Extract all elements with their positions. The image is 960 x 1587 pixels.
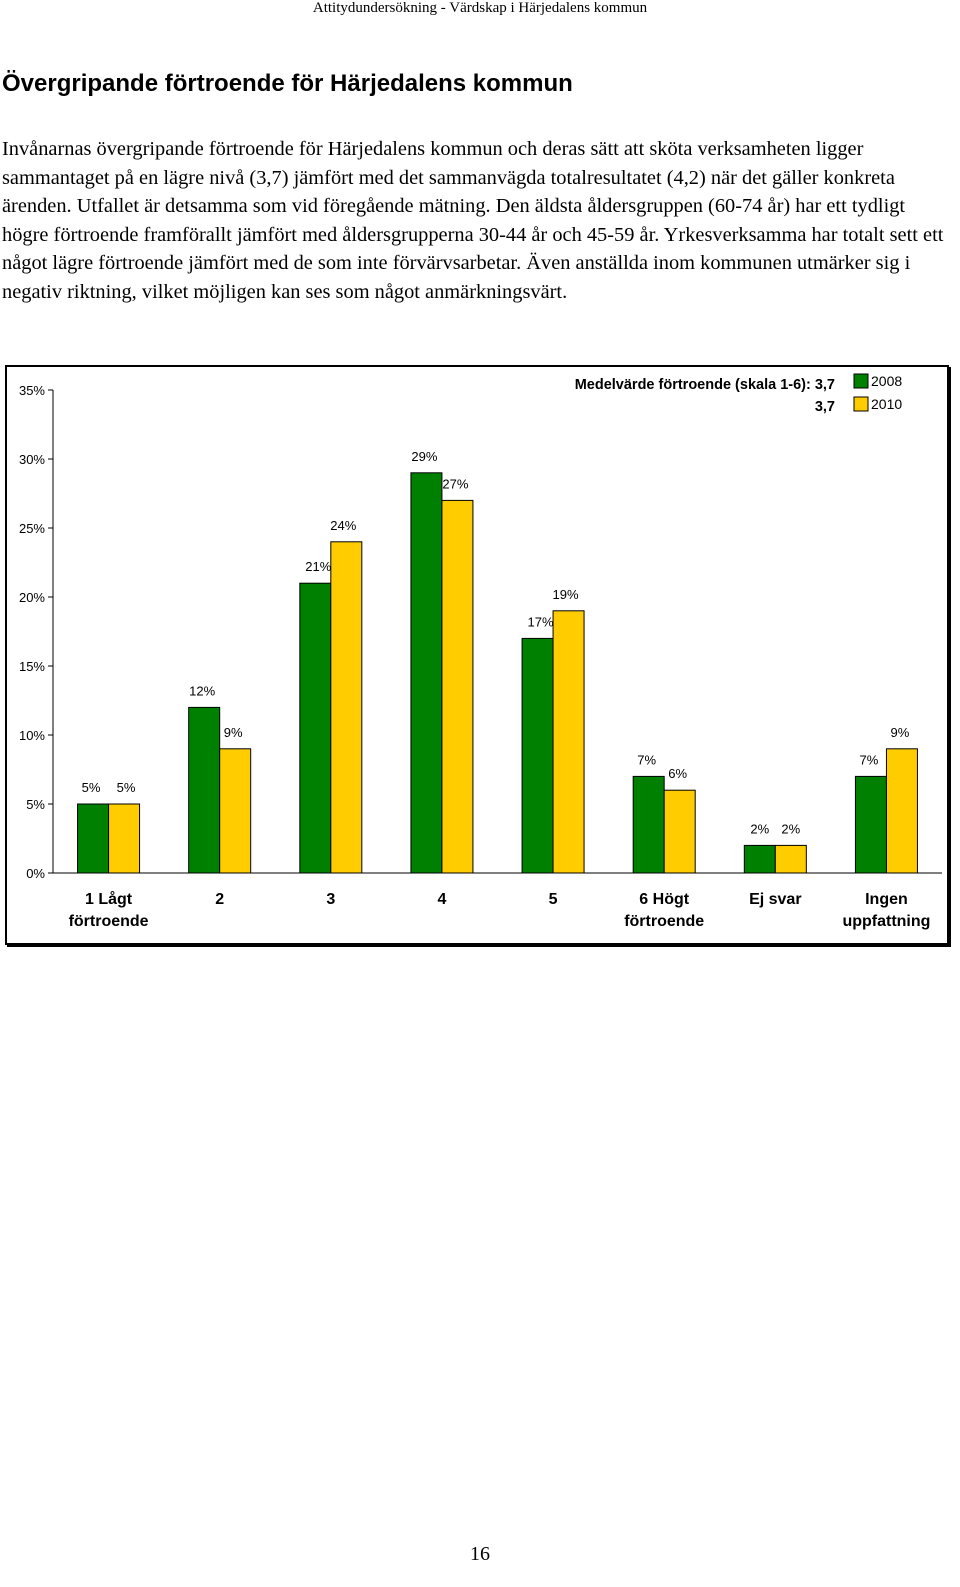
- legend-label-2008: 2008: [871, 373, 902, 389]
- bar-value-label: 6%: [668, 766, 687, 781]
- bar-2008-5: [521, 637, 554, 874]
- bar-2010-4: [441, 499, 474, 874]
- x-tick-label: 2: [215, 891, 224, 908]
- bar-2010-1: [108, 803, 141, 874]
- bar-value-label: 21%: [305, 559, 331, 574]
- bar-2008-1: [77, 803, 110, 874]
- x-tick-label: 3: [326, 891, 335, 908]
- mean-label: Medelvärde förtroende (skala 1-6): 3,7: [575, 377, 835, 393]
- y-tick-label: 10%: [19, 728, 45, 743]
- bar-2010-8: [885, 748, 918, 874]
- bar-value-label: 9%: [891, 725, 910, 740]
- y-tick-label: 30%: [19, 452, 45, 467]
- bar-2010-3: [330, 541, 363, 874]
- bar-2008-3: [299, 582, 332, 874]
- legend-swatch-2010: [853, 396, 869, 412]
- x-tick-label: 5: [549, 891, 558, 908]
- bar-value-label: 9%: [224, 725, 243, 740]
- bar-value-label: 27%: [442, 476, 468, 491]
- page-title: Övergripande förtroende för Härjedalens …: [2, 70, 573, 97]
- bar-2008-4: [410, 472, 443, 874]
- x-tick-label: 1 Lågt: [85, 890, 133, 908]
- bar-value-label: 19%: [553, 587, 579, 602]
- y-tick-label: 25%: [19, 521, 45, 536]
- bar-value-label: 7%: [860, 752, 879, 767]
- bar-value-label: 5%: [82, 780, 101, 795]
- x-tick-label: Ej svar: [749, 891, 801, 908]
- x-tick-label: Ingen: [865, 891, 908, 908]
- bar-value-label: 2%: [750, 821, 769, 836]
- bar-2010-5: [552, 610, 585, 874]
- bars: [77, 472, 918, 874]
- bar-2008-8: [854, 775, 887, 874]
- bar-value-label: 12%: [189, 683, 215, 698]
- y-tick-label: 0%: [26, 866, 45, 881]
- mean-value-2010: 3,7: [815, 399, 835, 415]
- bar-2008-2: [188, 706, 221, 874]
- bar-chart: 0%5%10%15%20%25%30%35% 5% 5%12%9%21%24%29…: [19, 373, 942, 930]
- bar-2008-6: [632, 775, 665, 874]
- bar-2010-2: [219, 748, 252, 874]
- bar-value-label: 29%: [411, 449, 437, 464]
- page-number: 16: [470, 1543, 490, 1565]
- legend-swatch-2008: [853, 373, 869, 389]
- bar-value-label: 2%: [781, 821, 800, 836]
- x-tick-label: förtroende: [624, 913, 704, 930]
- bar-2010-7: [774, 844, 807, 874]
- y-tick-label: 15%: [19, 659, 45, 674]
- bar-labels: 5% 5% 12% 9% 21% 24% 29% 27% 17% 19% 7% 6% 2% 2% 7% 9%: [82, 449, 910, 837]
- x-tick-label: förtroende: [69, 913, 149, 930]
- legend: 2008 2010: [853, 373, 902, 412]
- legend-label-2010: 2010: [871, 396, 902, 412]
- y-tick-label: 35%: [19, 383, 45, 398]
- y-tick-label: 5%: [26, 797, 45, 812]
- bar-value-label: 24%: [330, 518, 356, 533]
- mean-annotation: Medelvärde förtroende (skala 1-6): 3,7 3,…: [575, 377, 835, 415]
- bar-2008-7: [743, 844, 776, 874]
- bar-value-label: 7%: [637, 752, 656, 767]
- x-tick-label: uppfattning: [842, 913, 930, 930]
- bar-2010-6: [663, 789, 696, 874]
- bar-value-label: 17%: [528, 614, 554, 629]
- y-tick-label: 20%: [19, 590, 45, 605]
- body-paragraph: Invånarnas övergripande förtroende för H…: [2, 138, 944, 303]
- x-axis-labels: 1 Lågt förtroende 2 3 4 5 6 Högt förtroende Ej s…: [69, 890, 931, 930]
- bar-value-label: 5%: [117, 780, 136, 795]
- running-header: Attitydundersökning - Värdskap i Härjeda…: [312, 0, 648, 16]
- chart-frame: 0% 5% 10% 15% 20% 25% 30% 35% 5% 5% 12% 9% 21% 24% 29…: [5, 365, 949, 945]
- y-axis: 0% 5% 10% 15% 20% 25% 30% 35%: [19, 383, 942, 881]
- x-tick-label: 6 Högt: [639, 891, 689, 908]
- x-tick-label: 4: [437, 891, 446, 908]
